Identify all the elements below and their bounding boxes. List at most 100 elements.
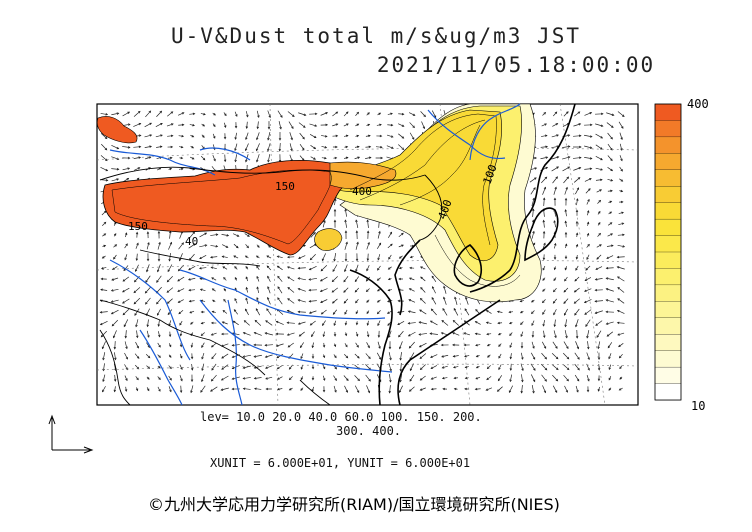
wind-vector-head [157,324,161,327]
wind-vector-head [356,111,360,115]
wind-vector-head [617,276,620,279]
wind-vector-head [609,222,613,225]
wind-vector-head [198,266,202,270]
wind-vector [199,255,207,259]
wind-vector [408,299,416,303]
wind-vector [608,353,612,359]
wind-vector [134,167,140,171]
wind-vector-head [113,256,116,260]
wind-vector-head [620,137,623,141]
wind-vector-head [486,343,490,347]
wind-vector-head [166,301,170,304]
wind-vector [299,331,305,337]
wind-vector-head [100,288,103,291]
wind-vector [584,299,592,303]
wind-vector [366,385,370,393]
wind-vector-head [146,269,149,273]
wind-vector [254,365,262,369]
wind-vector [573,167,581,171]
wind-vector [267,297,271,305]
wind-vector-head [498,344,501,347]
wind-vector-head [357,356,360,359]
wind-vector-head [235,114,238,117]
wind-vector-head [287,298,290,301]
wind-vector [146,330,150,338]
wind-vector-head [599,189,602,192]
wind-vector [266,255,272,259]
wind-vector-head [409,379,412,382]
wind-vector-head [204,232,208,235]
wind-vector-head [334,156,338,160]
wind-vector-head [334,390,337,393]
wind-vector [245,132,249,140]
wind-vector-head [303,113,307,116]
wind-vector-head [321,258,325,262]
wind-vector-head [497,378,501,382]
wind-vector [366,242,370,250]
wind-vector-head [122,279,126,282]
wind-vector-head [267,286,270,289]
wind-vector [145,156,151,160]
wind-vector-head [555,346,558,349]
wind-vector-head [586,389,590,393]
wind-vector-head [245,308,248,312]
wind-vector-head [297,310,301,314]
wind-vector-head [576,389,579,393]
wind-vector-head [314,124,318,127]
wind-vector [408,322,416,324]
wind-vector [321,145,327,149]
wind-vector-head [584,289,587,292]
wind-vector-head [355,269,358,272]
wind-vector-head [242,377,246,380]
wind-vector [256,276,260,282]
wind-vector-head [556,134,559,137]
wind-vector-head [110,289,114,292]
wind-vector [191,342,193,348]
wind-vector [419,353,427,359]
wind-vector [320,264,328,272]
wind-vector [540,156,548,160]
wind-vector-head [620,169,623,172]
wind-vector-head [286,266,290,269]
wind-vector-head [135,258,139,262]
wind-vector-head [586,221,590,225]
wind-vector-head [245,276,248,280]
wind-vector-head [399,379,402,383]
wind-vector [134,308,140,316]
wind-vector-head [398,277,401,281]
wind-vector [235,132,237,140]
wind-vector-head [127,123,131,126]
wind-vector-head [233,255,236,258]
wind-vector [596,189,602,193]
wind-vector-head [622,114,625,117]
wind-vector [221,343,229,347]
wind-vector [300,342,304,348]
wind-vector [619,143,623,151]
vector-units-text: XUNIT = 6.000E+01, YUNIT = 6.000E+01 [210,456,471,470]
wind-vector [553,309,557,315]
wind-vector [389,385,391,393]
wind-vector [562,352,570,360]
wind-vector-head [221,356,224,359]
wind-vector-head [622,233,625,237]
wind-vector [244,320,250,326]
wind-vector-head [366,334,370,338]
wind-vector-head [574,312,577,316]
wind-vector-head [223,298,226,302]
wind-vector-head [113,379,117,382]
colorbar-swatch [654,186,682,204]
wind-vector-head [597,378,601,382]
wind-vector [243,365,251,369]
wind-vector [135,341,139,349]
wind-vector-head [574,278,577,282]
wind-vector [122,146,130,148]
wind-vector [212,155,216,161]
wind-vector [584,178,592,182]
wind-vector-head [521,379,524,383]
wind-vector [168,242,172,250]
wind-vector [531,341,535,349]
wind-vector [323,331,325,337]
wind-vector-head [210,266,214,269]
wind-vector-head [344,258,348,262]
wind-vector [564,385,568,393]
